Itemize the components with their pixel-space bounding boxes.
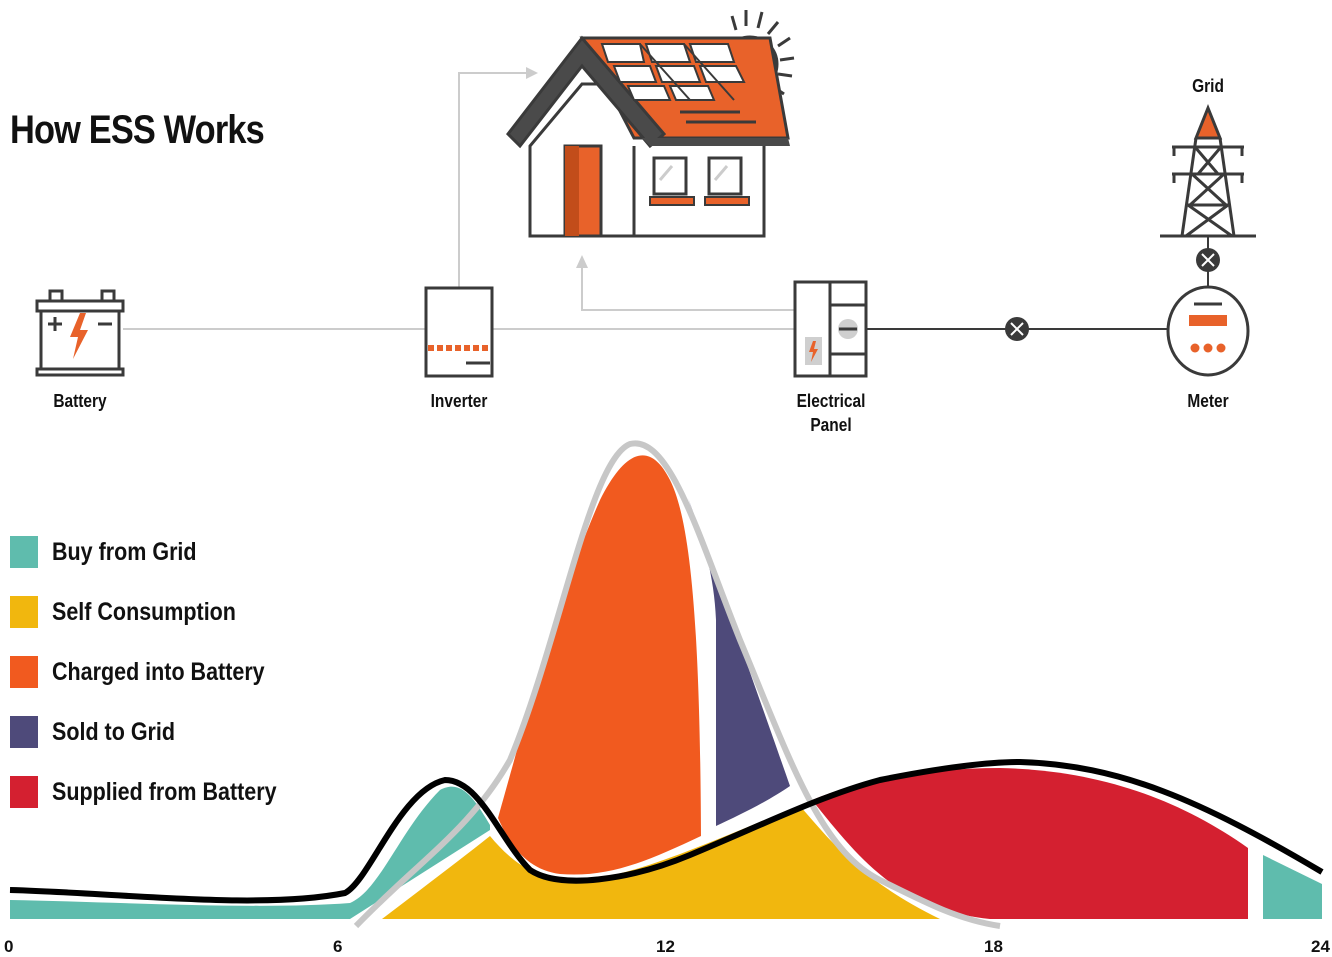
legend-item-self-consumption: Self Consumption <box>10 582 313 642</box>
legend-swatch <box>10 716 38 748</box>
grid-tower-icon <box>1160 103 1256 238</box>
legend-swatch <box>10 656 38 688</box>
legend-item-sold-to-grid: Sold to Grid <box>10 702 313 762</box>
area-sold-to-grid <box>688 498 790 826</box>
connector-lines <box>123 67 1209 330</box>
x-tick-label: 12 <box>656 937 675 956</box>
panel-label-line1: Electrical <box>796 391 866 411</box>
x-tick-label: 18 <box>984 937 1003 956</box>
panel-label-line2: Panel <box>810 415 852 435</box>
battery-icon <box>35 289 125 377</box>
legend-item-supplied-from-battery: Supplied from Battery <box>10 762 313 822</box>
x-tick-label: 24 <box>1311 937 1330 956</box>
legend-item-charged-into-battery: Charged into Battery <box>10 642 313 702</box>
legend-label: Buy from Grid <box>52 537 197 566</box>
legend-label: Self Consumption <box>52 597 236 626</box>
grid-label: Grid <box>1192 76 1224 96</box>
x-tick-label: 6 <box>333 937 343 956</box>
legend-swatch <box>10 596 38 628</box>
legend: Buy from Grid Self Consumption Charged i… <box>10 522 313 822</box>
legend-label: Charged into Battery <box>52 657 265 686</box>
page-title: How ESS Works <box>10 108 265 152</box>
breaker-icon <box>1005 317 1029 341</box>
energy-area-chart <box>9 440 1324 929</box>
meter-icon <box>1166 285 1250 377</box>
legend-label: Sold to Grid <box>52 717 176 746</box>
inverter-label: Inverter <box>430 391 488 411</box>
x-tick-label: 0 <box>4 937 14 956</box>
legend-item-buy-from-grid: Buy from Grid <box>10 522 313 582</box>
area-charged-into-battery <box>498 455 701 875</box>
production-curve <box>353 440 1001 929</box>
consumption-curve <box>9 758 1324 904</box>
area-buy-from-grid <box>10 786 490 919</box>
grid-breaker-icon <box>1196 248 1220 272</box>
legend-swatch <box>10 536 38 568</box>
legend-swatch <box>10 776 38 808</box>
meter-label: Meter <box>1187 391 1229 411</box>
house-icon <box>506 35 790 238</box>
area-self-consumption <box>382 806 940 919</box>
electrical-panel-icon <box>793 280 868 378</box>
area-buy-from-grid-late <box>1263 855 1322 919</box>
battery-label: Battery <box>53 391 107 411</box>
inverter-icon <box>424 286 494 378</box>
legend-label: Supplied from Battery <box>52 777 277 806</box>
area-supplied-from-battery <box>812 768 1248 919</box>
